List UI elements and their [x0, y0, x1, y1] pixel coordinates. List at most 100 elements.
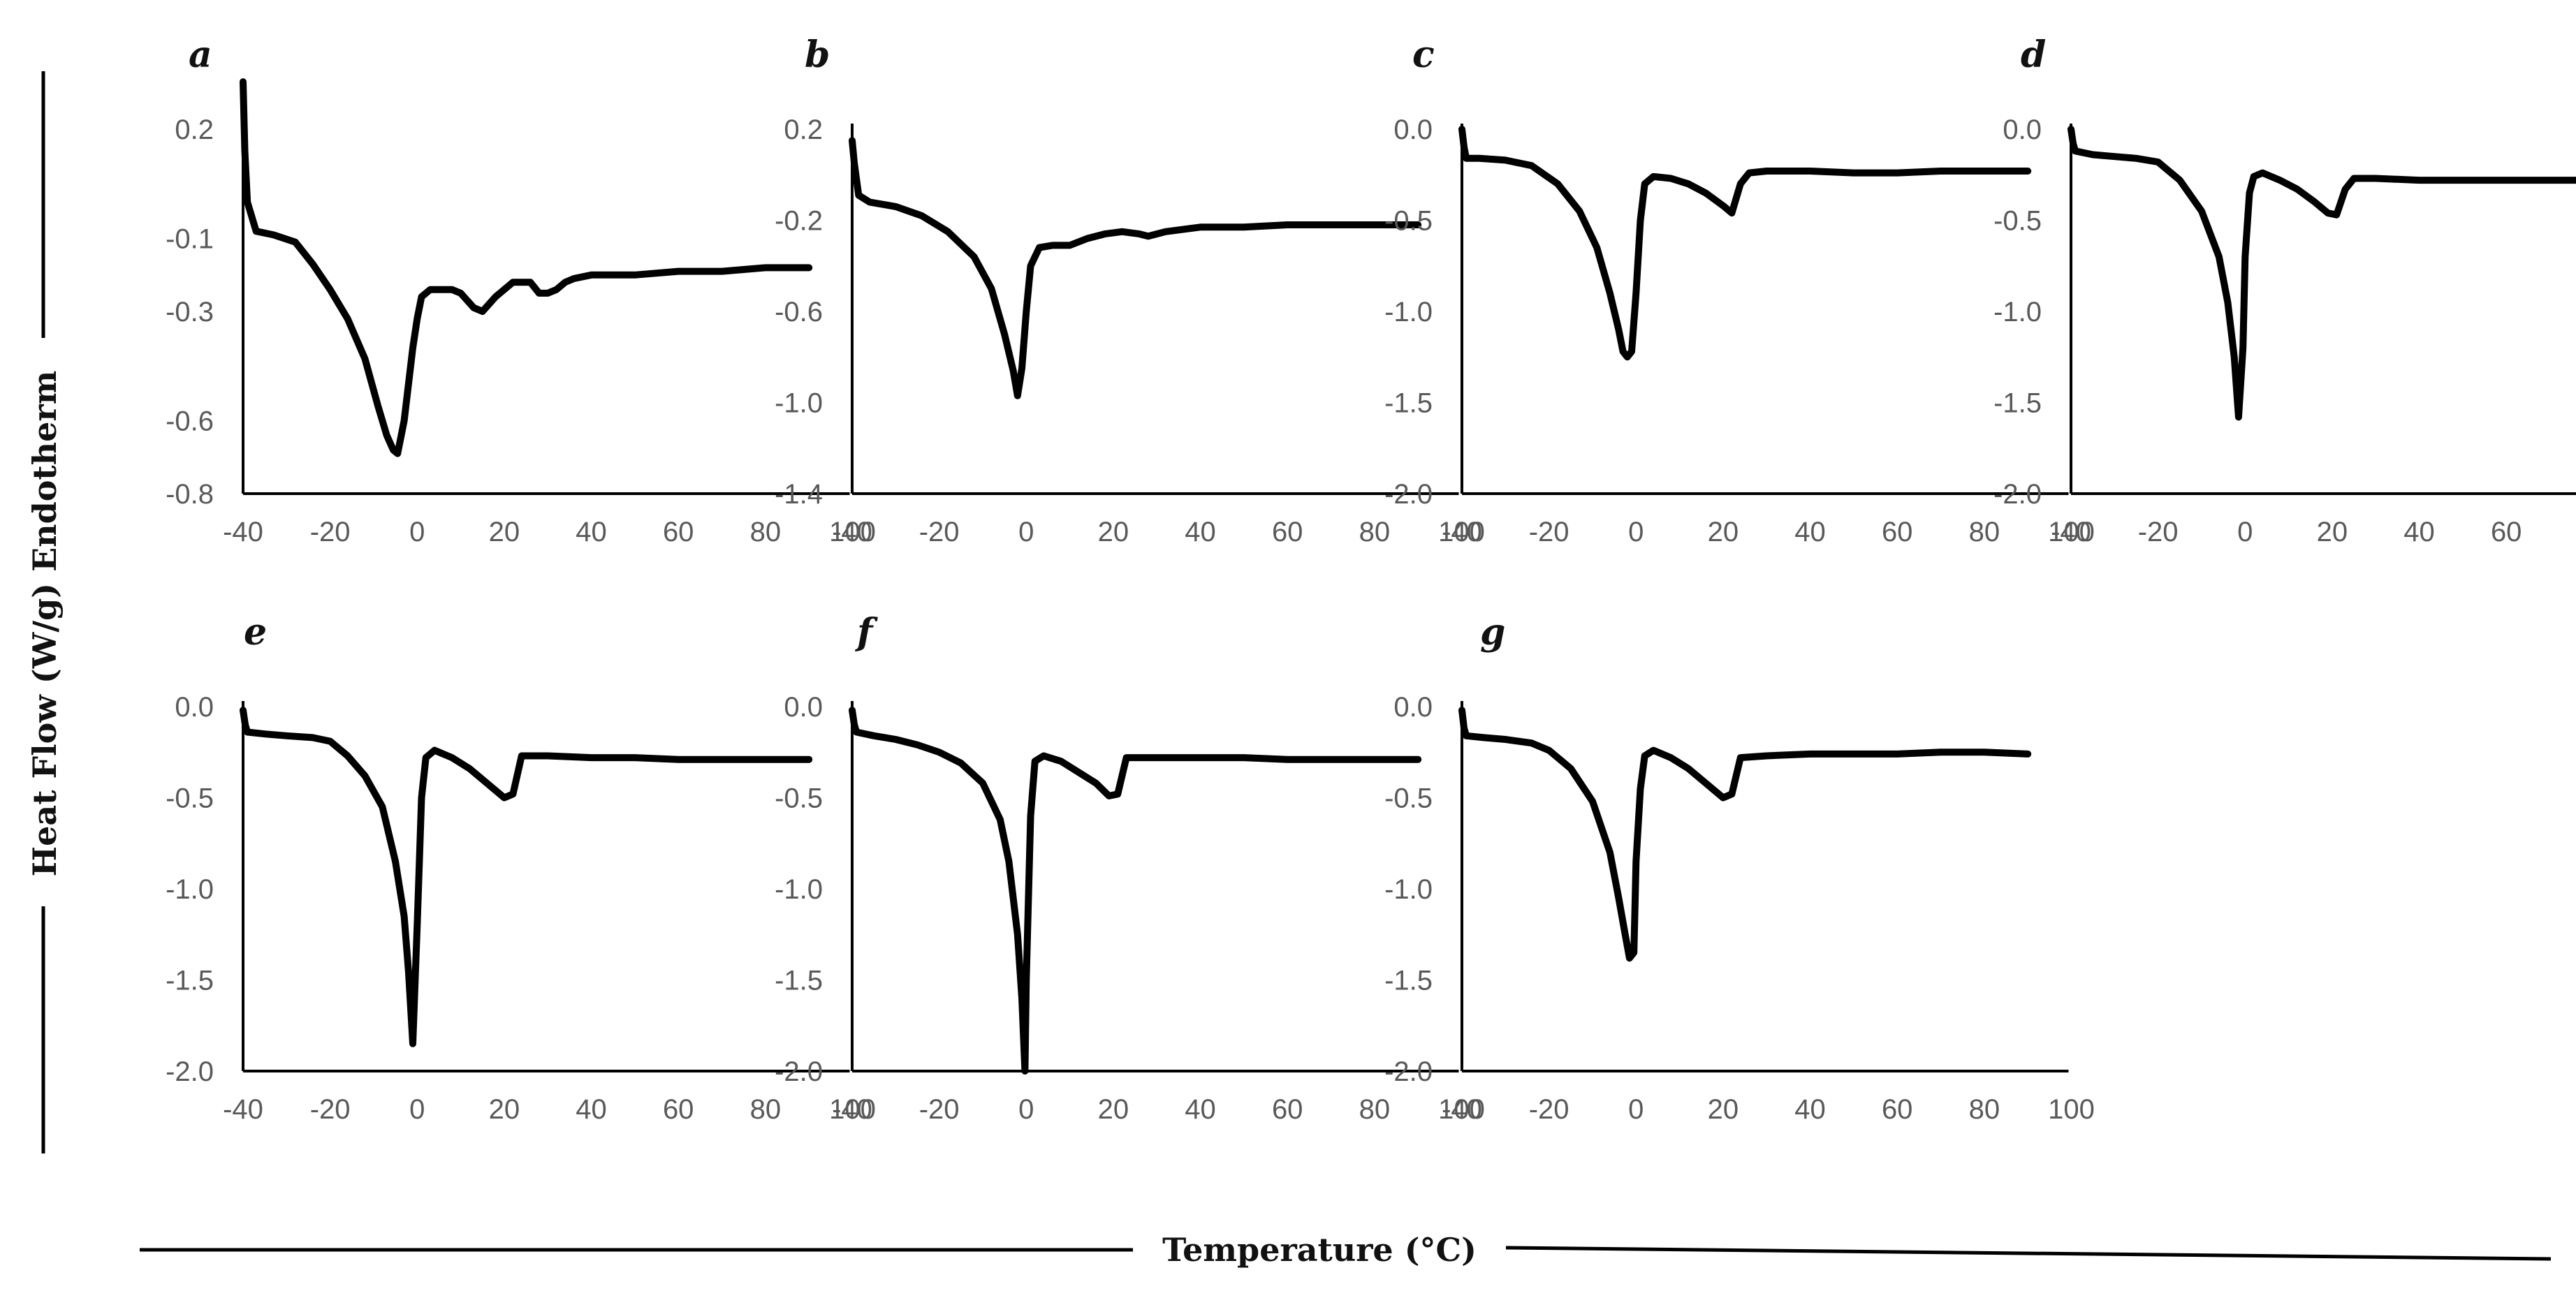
x-tick-label: -40	[1442, 1094, 1482, 1125]
y-tick-label: -0.3	[166, 297, 214, 327]
panel-label: f	[854, 611, 878, 654]
x-tick-label: -20	[919, 1094, 960, 1125]
y-tick-label: -1.5	[1384, 388, 1433, 419]
y-tick-label: -1.4	[775, 479, 823, 510]
x-tick-label: -20	[919, 517, 960, 547]
panel-g: g 0.0 -0.5 -1.0 -1.5 -2.0 -40 -20 0 20 40 60 80 100	[1384, 611, 2095, 1125]
x-tick-label: 20	[2317, 517, 2348, 547]
x-tick-label: 0	[1018, 1094, 1034, 1125]
y-tick-label: 0.0	[784, 692, 823, 723]
y-tick-label: -1.5	[1384, 966, 1433, 996]
series-line-d	[2068, 126, 2576, 421]
x-tick-label: 80	[750, 517, 782, 547]
x-tick-label: -20	[2138, 517, 2179, 547]
y-tick-label: -1.5	[166, 966, 214, 996]
panel-label: g	[1480, 611, 1505, 654]
y-tick-label: -0.8	[166, 479, 214, 510]
x-tick-label: -40	[1442, 517, 1482, 547]
x-tick-label: 60	[1272, 517, 1303, 547]
y-tick-label: -0.5	[1384, 783, 1433, 814]
panel-label: c	[1412, 34, 1435, 76]
x-tick-label: -40	[832, 1094, 872, 1125]
y-tick-label: 0.0	[1393, 115, 1433, 145]
y-tick-label: -2.0	[775, 1056, 823, 1087]
x-tick-label: 20	[1098, 1094, 1129, 1125]
x-tick-label: 80	[1359, 517, 1391, 547]
x-tick-label: 0	[2237, 517, 2253, 547]
x-tick-label: -40	[832, 517, 872, 547]
x-tick-label: 40	[576, 1094, 607, 1125]
x-tick-label: 20	[489, 1094, 520, 1125]
y-tick-label: -0.6	[775, 297, 823, 327]
y-tick-label: -1.0	[166, 874, 214, 905]
x-tick-label: -20	[310, 1094, 351, 1125]
x-tick-label: 0	[409, 517, 425, 547]
x-tick-label: -20	[1529, 1094, 1569, 1125]
panel-c: c 0.0 -0.5 -1.0 -1.5 -2.0 -40 -20 0 20 40 60 80 100	[1384, 34, 2095, 547]
x-tick-label: 80	[1359, 1094, 1391, 1125]
x-tick-label: 80	[1969, 1094, 2000, 1125]
x-tick-label: 80	[1969, 517, 2000, 547]
x-tick-label: 20	[489, 517, 520, 547]
x-tick-label: 0	[1018, 517, 1034, 547]
series-line-g	[1458, 707, 2032, 962]
x-tick-label: 0	[1628, 517, 1644, 547]
x-tick-label: 60	[1272, 1094, 1303, 1125]
x-tick-label: 60	[1882, 1094, 1913, 1125]
y-tick-label: -2.0	[1993, 479, 2042, 510]
y-axis-title: Heat Flow (W/g) Endotherm	[26, 371, 64, 877]
y-tick-label: -0.5	[1993, 206, 2042, 237]
x-tick-label: -20	[1529, 517, 1569, 547]
panels: a 0.2 -0.1 -0.3 -0.6 -0.8 -40 -20 0 20 40 60 80 100 b 0…	[166, 34, 2576, 1125]
y-tick-label: -1.0	[775, 874, 823, 905]
y-tick-label: -2.0	[166, 1056, 214, 1087]
x-tick-label: 100	[829, 517, 876, 547]
x-tick-label: 0	[409, 1094, 425, 1125]
y-tick-label: 0.0	[1393, 692, 1433, 723]
panel-e: e 0.0 -0.5 -1.0 -1.5 -2.0 -40 -20 0 20 40 60 80 100	[166, 611, 876, 1125]
x-tick-label: -40	[223, 1094, 263, 1125]
series-line-c	[1458, 126, 2032, 361]
series-line-e	[240, 707, 813, 1047]
panel-a: a 0.2 -0.1 -0.3 -0.6 -0.8 -40 -20 0 20 40 60 80 100	[166, 34, 876, 547]
y-tick-label: -0.5	[166, 783, 214, 814]
y-tick-label: 0.2	[784, 115, 823, 145]
x-tick-label: 40	[1794, 1094, 1826, 1125]
y-tick-label: -0.5	[775, 783, 823, 814]
y-tick-label: -1.0	[1384, 297, 1433, 327]
y-tick-label: 0.0	[2003, 115, 2042, 145]
y-tick-label: -2.0	[1384, 479, 1433, 510]
y-tick-label: -1.5	[1993, 388, 2042, 419]
x-tick-label: 60	[1882, 517, 1913, 547]
y-tick-label: -1.0	[1384, 874, 1433, 905]
y-tick-label: -1.0	[1993, 297, 2042, 327]
x-tick-label: 100	[1438, 517, 1485, 547]
x-title-rule-right	[1505, 1246, 2552, 1261]
y-tick-label: -0.1	[166, 224, 214, 255]
y-tick-label: 0.2	[175, 115, 214, 145]
x-tick-label: 40	[2403, 517, 2435, 547]
x-tick-label: 0	[1628, 1094, 1644, 1125]
x-tick-label: 100	[1438, 1094, 1485, 1125]
x-tick-label: -40	[223, 517, 263, 547]
y-tick-label: -2.0	[1384, 1056, 1433, 1087]
x-tick-label: 60	[663, 517, 694, 547]
x-tick-label: -40	[2051, 517, 2091, 547]
x-tick-label: 100	[2048, 1094, 2095, 1125]
series-line-a	[240, 78, 813, 457]
y-tick-label: -0.6	[166, 406, 214, 437]
x-tick-label: 100	[2048, 517, 2095, 547]
x-tick-label: 80	[750, 1094, 782, 1125]
x-tick-label: 60	[2491, 517, 2522, 547]
series-line-b	[849, 137, 1422, 399]
panel-label: d	[2021, 34, 2046, 76]
x-tick-label: 100	[829, 1094, 876, 1125]
x-tick-label: 60	[663, 1094, 694, 1125]
x-tick-label: 40	[1794, 517, 1826, 547]
x-tick-label: 20	[1708, 517, 1739, 547]
y-tick-label: -1.5	[775, 966, 823, 996]
panel-f: f 0.0 -0.5 -1.0 -1.5 -2.0 -40 -20 0 20 40 60 80 100	[775, 611, 1485, 1125]
y-tick-label: 0.0	[175, 692, 214, 723]
y-tick-label: -0.2	[775, 206, 823, 237]
